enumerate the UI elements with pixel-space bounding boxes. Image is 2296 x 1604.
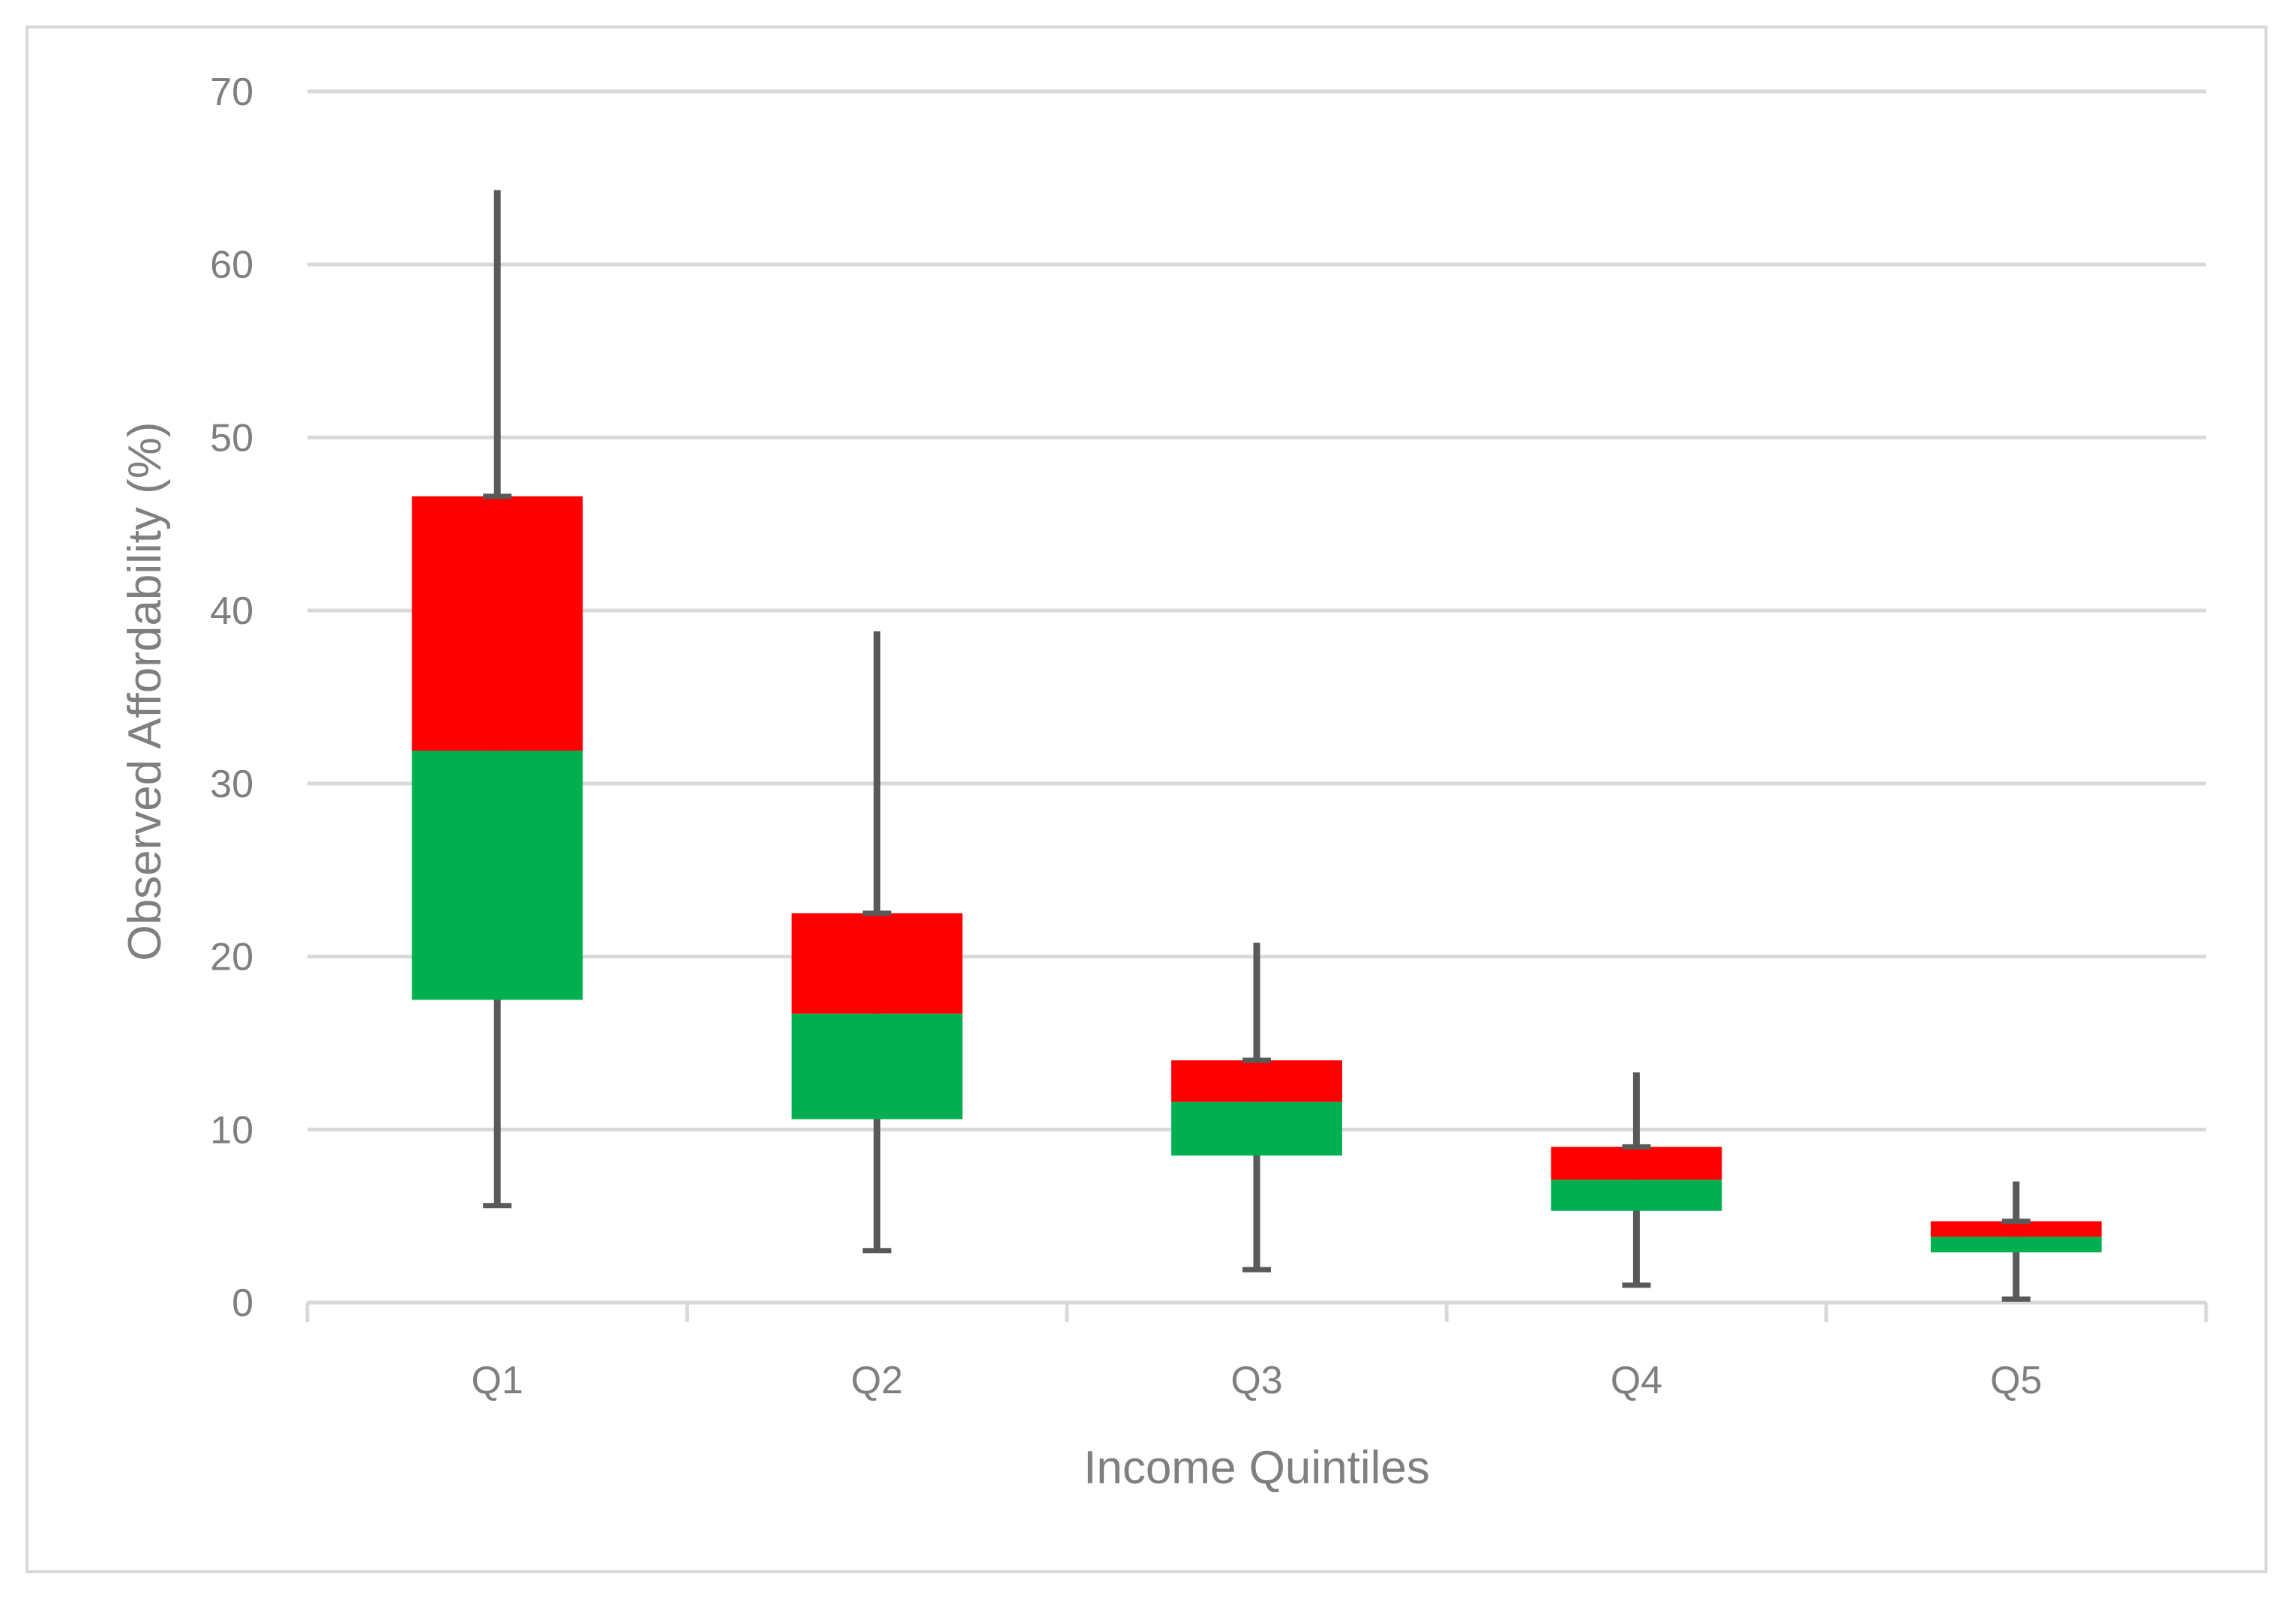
y-tick-label: 70 bbox=[210, 70, 253, 114]
x-tick-label-Q2: Q2 bbox=[851, 1359, 903, 1402]
box-lower-Q5 bbox=[1930, 1237, 2102, 1253]
box-lower-Q2 bbox=[791, 1013, 963, 1120]
x-tick-label-Q4: Q4 bbox=[1611, 1359, 1662, 1402]
y-tick-label: 60 bbox=[210, 244, 253, 287]
box-upper-Q4 bbox=[1551, 1147, 1722, 1180]
y-tick-label: 10 bbox=[210, 1108, 253, 1152]
box-lower-Q4 bbox=[1551, 1180, 1722, 1211]
x-tick-label-Q5: Q5 bbox=[1990, 1359, 2042, 1402]
boxes bbox=[412, 493, 2102, 1253]
y-tick-label: 30 bbox=[210, 763, 253, 806]
x-tick-label-Q3: Q3 bbox=[1230, 1359, 1282, 1402]
box-lower-Q3 bbox=[1171, 1102, 1342, 1156]
y-tick-label: 40 bbox=[210, 589, 253, 633]
box-upper-Q3 bbox=[1171, 1060, 1342, 1102]
x-axis-title: Income Quintiles bbox=[1084, 1442, 1430, 1494]
box-lower-Q1 bbox=[412, 751, 583, 1000]
x-axis bbox=[305, 1300, 2208, 1322]
box-upper-Q2 bbox=[791, 913, 963, 1014]
box-upper-Q1 bbox=[412, 496, 583, 751]
y-axis-tick-labels: 0 10 20 30 40 50 60 70 bbox=[210, 70, 253, 1325]
y-tick-label: 0 bbox=[232, 1282, 253, 1325]
chart-frame bbox=[25, 25, 2268, 1573]
box-upper-Q5 bbox=[1930, 1221, 2102, 1237]
y-axis-title: Observed Affordability (%) bbox=[119, 421, 171, 961]
gridlines bbox=[307, 89, 2206, 1132]
x-tick-label-Q1: Q1 bbox=[472, 1359, 523, 1402]
y-tick-label: 50 bbox=[210, 416, 253, 460]
y-tick-label: 20 bbox=[210, 936, 253, 979]
x-axis-tick-labels: Q1 Q2 Q3 Q4 Q5 bbox=[472, 1359, 2043, 1402]
